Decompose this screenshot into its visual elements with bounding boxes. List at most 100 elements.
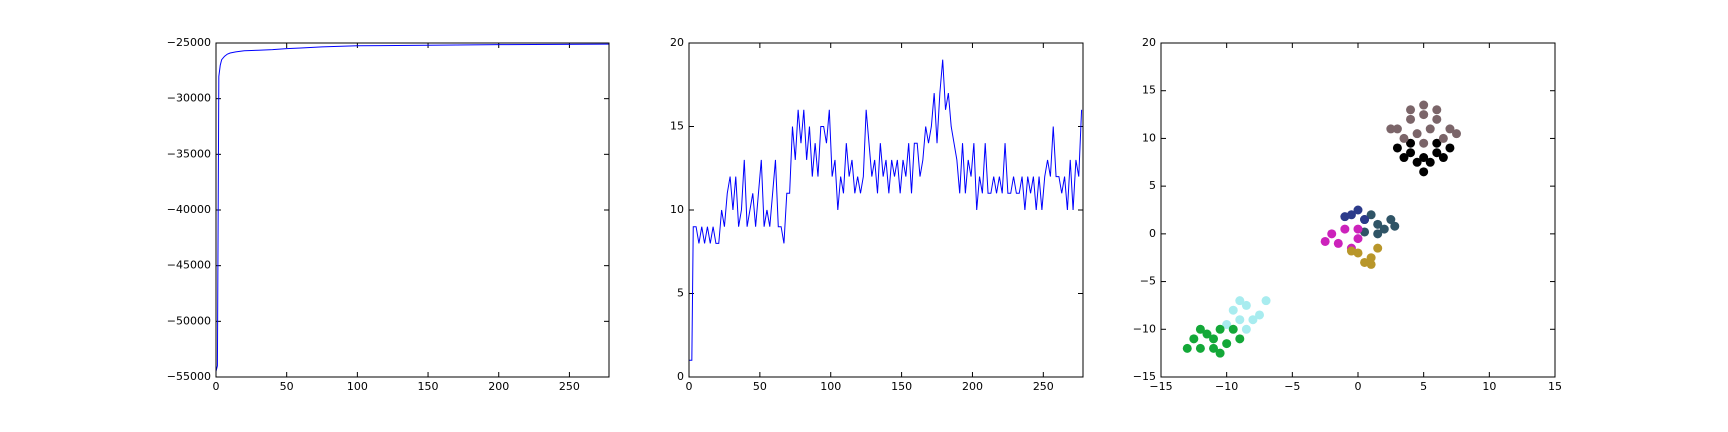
y-tick-label: 10 [1142,131,1156,144]
scatter-point [1320,236,1330,246]
x-tick-label: 250 [1033,380,1054,393]
y-tick-label: −15 [1133,370,1156,383]
scatter-point [1373,229,1383,239]
scatter-point [1419,167,1429,177]
scatter-point [1202,329,1212,339]
x-tick-label: −10 [1215,380,1238,393]
x-tick-label: 150 [418,380,439,393]
scatter-point [1390,221,1400,231]
scatter-point [1399,153,1409,163]
scatter-point [1425,157,1435,167]
scatter-point [1346,246,1356,256]
scatter-point [1235,334,1245,344]
scatter-point [1445,143,1455,153]
y-tick-label: 5 [677,287,684,300]
scatter-point [1353,205,1363,215]
scatter-point [1248,315,1258,325]
y-tick-label: 15 [670,120,684,133]
y-tick-label: −10 [1133,322,1156,335]
scatter-point [1438,133,1448,143]
scatter-point [1406,138,1416,148]
scatter-point [1406,148,1416,158]
scatter-point [1445,124,1455,134]
x-tick-label: 50 [280,380,294,393]
x-tick-label: 15 [1548,380,1562,393]
scatter-point [1392,143,1402,153]
scatter-point [1432,148,1442,158]
scatter-point [1419,138,1429,148]
y-tick-label: −25000 [167,36,211,49]
scatter-point [1255,310,1264,320]
scatter-point [1182,343,1192,353]
scatter-point [1438,153,1448,163]
scatter-point [1327,229,1337,239]
x-tick-label: 5 [1420,380,1427,393]
scatter-point [1373,243,1383,253]
y-tick-label: 15 [1142,84,1156,97]
scatter-point [1261,296,1271,306]
scatter-point [1209,334,1219,344]
scatter-point [1189,334,1199,344]
scatter-point [1425,124,1435,134]
scatter-point [1406,105,1416,115]
scatter-point [1228,305,1238,315]
scatter-point [1215,324,1225,334]
scatter-point [1386,124,1396,134]
data-line [215,43,610,372]
y-tick-label: −40000 [167,203,211,216]
scatter-point [1353,234,1363,244]
scatter-point [1235,315,1245,325]
scatter-point [1340,212,1350,222]
scatter-point [1419,110,1429,120]
plot-area [216,43,609,377]
scatter-point [1228,324,1238,334]
x-tick-label: 100 [347,380,368,393]
x-tick-label: −15 [1149,380,1172,393]
x-tick-label: 0 [213,380,220,393]
scatter-point [1195,343,1205,353]
y-tick-label: 0 [677,370,684,383]
y-tick-label: 20 [1142,36,1156,49]
axes-frame [215,42,610,378]
x-tick-label: 10 [1482,380,1496,393]
scatter-point [1340,224,1350,234]
y-tick-label: −50000 [167,314,211,327]
scatter-point [1432,138,1442,148]
scatter-point [1209,343,1219,353]
scatter-point [1241,324,1251,334]
x-tick-label: 250 [559,380,580,393]
scatter-point [1373,219,1383,229]
axes-frame [1160,42,1556,378]
scatter-point [1353,224,1363,234]
y-tick-label: 5 [1149,179,1156,192]
y-tick-label: 0 [1149,227,1156,240]
data-line [689,59,1083,361]
y-tick-label: −5 [1140,275,1156,288]
scatter-point [1412,129,1422,139]
scatter-point [1241,300,1251,310]
scatter-point [1235,296,1245,306]
x-tick-label: 0 [1355,380,1362,393]
x-tick-label: 200 [488,380,509,393]
x-tick-label: 150 [891,380,912,393]
x-tick-label: 50 [753,380,767,393]
y-tick-label: −55000 [167,370,211,383]
x-tick-label: 100 [820,380,841,393]
scatter-point [1452,129,1461,139]
scatter-point [1419,153,1429,163]
scatter-point [1215,348,1225,358]
plot-area [689,43,1083,377]
scatter-point [1399,133,1409,143]
scatter-point [1366,259,1376,269]
scatter-point [1360,215,1370,225]
scatter-point [1222,320,1232,330]
scatter-point [1412,157,1422,167]
axes-frame [688,42,1084,378]
scatter-point [1432,105,1442,115]
scatter-point [1392,124,1402,134]
y-tick-label: −30000 [167,92,211,105]
y-tick-label: 20 [670,36,684,49]
scatter-point [1222,339,1232,349]
x-tick-label: 0 [686,380,693,393]
